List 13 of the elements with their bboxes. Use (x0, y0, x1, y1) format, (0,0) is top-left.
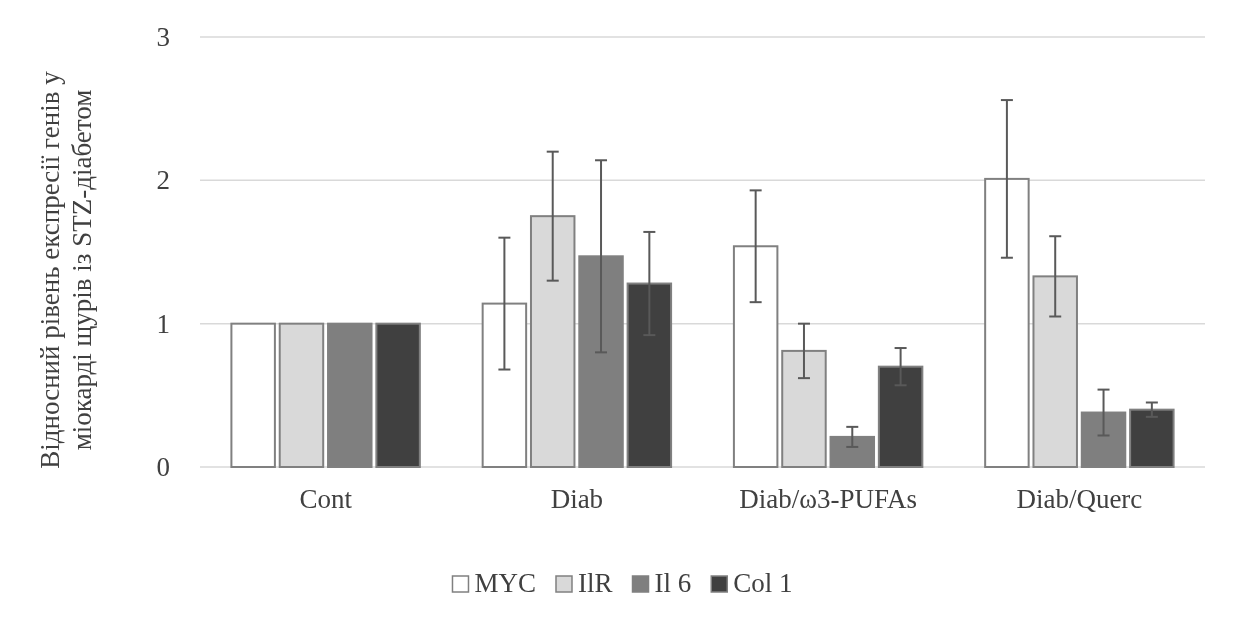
legend-label: IlR (577, 568, 613, 598)
x-tick-label: Cont (299, 484, 353, 515)
y-tick-label: 2 (156, 165, 170, 196)
y-tick-label: 1 (156, 308, 170, 339)
legend-label: Il 6 (654, 568, 692, 598)
x-tick-label: Diab/ω3-PUFAs (739, 484, 918, 515)
y-tick-label: 3 (156, 22, 170, 53)
y-tick-label: 0 (156, 452, 170, 483)
legend-label: MYC (474, 568, 536, 598)
legend-label: Col 1 (733, 568, 793, 598)
x-tick-label: Diab/Querc (1016, 484, 1143, 515)
x-tick-label: Diab (550, 484, 604, 515)
y-axis-title: Відносний рівень експресії генів у міокарді щурів із STZ-діабетом (35, 70, 97, 469)
